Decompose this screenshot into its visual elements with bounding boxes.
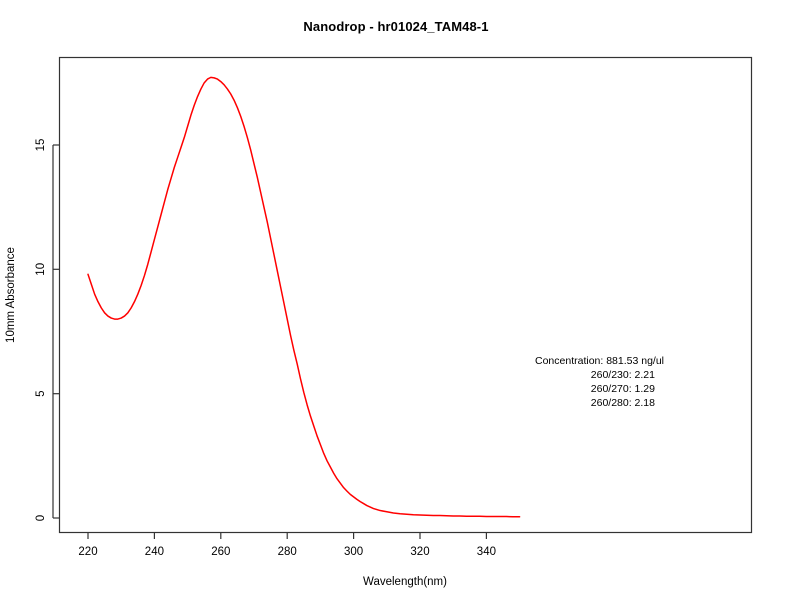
y-axis-ticks	[52, 144, 59, 519]
x-tick-label-280: 280	[278, 546, 297, 558]
y-tick-label-15: 15	[35, 139, 47, 152]
page-title: Nanodrop - hr01024_TAM48-1	[303, 19, 489, 34]
x-tick-label-320: 320	[410, 546, 429, 558]
x-axis-ticks	[87, 533, 487, 539]
x-axis-title: Wavelength(nm)	[363, 576, 447, 588]
y-axis-title: 10mm Absorbance	[5, 247, 17, 343]
y-tick-label-5: 5	[35, 390, 47, 396]
annotation-260-230: 260/230: 2.21	[591, 369, 655, 381]
annotation-260-280: 260/280: 2.18	[591, 397, 655, 409]
x-tick-label-300: 300	[344, 546, 363, 558]
plot-frame	[58, 56, 753, 534]
y-tick-label-10: 10	[35, 263, 47, 276]
absorbance-spectrum-line	[87, 76, 521, 518]
x-tick-label-260: 260	[211, 546, 230, 558]
x-tick-label-240: 240	[145, 546, 164, 558]
annotation-concentration: Concentration: 881.53 ng/ul	[535, 355, 664, 367]
x-tick-label-220: 220	[78, 546, 97, 558]
y-tick-label-0: 0	[35, 515, 47, 521]
x-tick-label-340: 340	[477, 546, 496, 558]
annotation-260-270: 260/270: 1.29	[591, 383, 655, 395]
